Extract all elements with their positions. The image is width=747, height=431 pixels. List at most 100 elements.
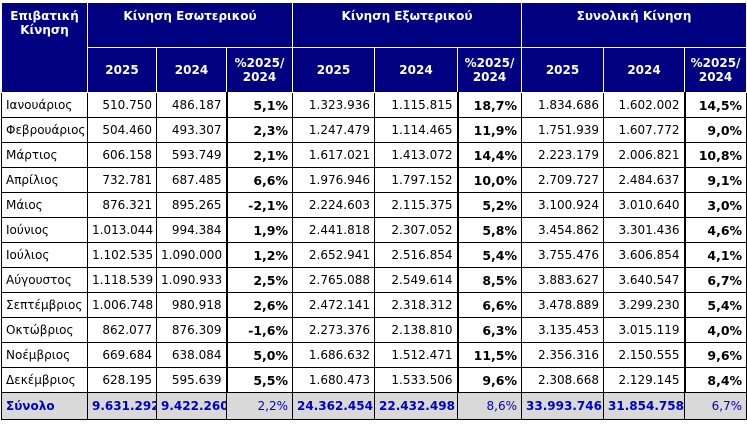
cell-domestic-2025: 1.118.539 (87, 267, 157, 293)
cell-total-2024: 3.015.119 (603, 317, 686, 343)
pct-label-line-1: %2025/ (234, 56, 285, 70)
cell-international-2025: 1.617.021 (292, 142, 375, 168)
table-row: Ιανουάριος 510.750 486.187 5,1% 1.323.936 1.1… (1, 92, 747, 118)
cell-total-pct: 6,7% (683, 267, 747, 293)
cell-total-2024: 1.602.002 (603, 92, 686, 118)
cell-total-2024: 3.606.854 (603, 242, 686, 268)
cell-total-2024: 3.640.547 (603, 267, 686, 293)
cell-international-pct: 18,7% (456, 92, 523, 118)
cell-total-pct: 9,0% (683, 117, 747, 143)
cell-total-2025: 3.454.862 (521, 217, 605, 243)
subheader-total-2025: 2025 (521, 47, 605, 93)
cell-total-2024: 2.006.821 (603, 142, 686, 168)
cell-international-2024: 2.138.810 (374, 317, 458, 343)
cell-international-2025: 24.362.454 (292, 392, 375, 420)
cell-international-2024: 22.432.498 (374, 392, 458, 420)
cell-domestic-pct: 5,1% (225, 92, 293, 118)
cell-domestic-pct: 2,5% (225, 267, 293, 293)
cell-domestic-pct: 1,2% (225, 242, 293, 268)
cell-total-pct: 9,6% (683, 342, 747, 368)
table-row: Σεπτέμβριος 1.006.748 980.918 2,6% 2.472.141… (1, 292, 747, 318)
cell-domestic-2024: 638.084 (156, 342, 227, 368)
cell-total-2025: 2.709.727 (521, 167, 605, 193)
cell-international-2024: 2.516.854 (374, 242, 458, 268)
cell-international-2025: 1.680.473 (292, 367, 375, 393)
cell-domestic-2025: 606.158 (87, 142, 157, 168)
cell-month: Νοέμβριος (1, 342, 88, 368)
cell-domestic-2024: 895.265 (156, 192, 227, 218)
cell-international-2024: 1.797.152 (374, 167, 458, 193)
cell-international-pct: 11,5% (456, 342, 523, 368)
pct-label-line-2: 2024 (472, 70, 507, 84)
cell-international-2024: 1.114.465 (374, 117, 458, 143)
cell-total-2025: 3.135.453 (521, 317, 605, 343)
cell-international-2025: 2.224.603 (292, 192, 375, 218)
cell-total-2024: 2.484.637 (603, 167, 686, 193)
cell-international-pct: 6,3% (456, 317, 523, 343)
cell-total-2024: 31.854.758 (603, 392, 686, 420)
corner-line-2: Κίνηση (20, 23, 69, 37)
table-row: Ιούλιος 1.102.535 1.090.000 1,2% 2.652.941 2.… (1, 242, 747, 268)
cell-domestic-2025: 862.077 (87, 317, 157, 343)
passenger-traffic-table: Επιβατική Κίνηση Κίνηση Εσωτερικού Κίνησ… (1, 2, 747, 420)
cell-month: Σύνολο (1, 392, 88, 420)
table-row: Μάρτιος 606.158 593.749 2,1% 1.617.021 1.413.… (1, 142, 747, 168)
cell-international-2025: 1.323.936 (292, 92, 375, 118)
cell-international-pct: 5,4% (456, 242, 523, 268)
cell-international-pct: 5,8% (456, 217, 523, 243)
cell-domestic-pct: 1,9% (225, 217, 293, 243)
cell-total-pct: 4,6% (683, 217, 747, 243)
cell-month: Αύγουστος (1, 267, 88, 293)
table-row: Δεκέμβριος 628.195 595.639 5,5% 1.680.473 1.5… (1, 367, 747, 393)
cell-domestic-2024: 994.384 (156, 217, 227, 243)
cell-international-2025: 2.765.088 (292, 267, 375, 293)
corner-header: Επιβατική Κίνηση (1, 2, 88, 93)
cell-domestic-2024: 486.187 (156, 92, 227, 118)
cell-domestic-2024: 593.749 (156, 142, 227, 168)
group-header-international: Κίνηση Εξωτερικού (291, 2, 523, 48)
cell-domestic-2024: 687.485 (156, 167, 227, 193)
cell-total-2025: 3.755.476 (521, 242, 605, 268)
cell-domestic-2025: 1.006.748 (87, 292, 157, 318)
cell-domestic-2024: 876.309 (156, 317, 227, 343)
table-row: Ιούνιος 1.013.044 994.384 1,9% 2.441.818 2.30… (1, 217, 747, 243)
cell-domestic-2025: 510.750 (87, 92, 157, 118)
cell-total-2024: 1.607.772 (603, 117, 686, 143)
cell-total-2024: 3.010.640 (603, 192, 686, 218)
cell-domestic-2024: 493.307 (156, 117, 227, 143)
table-header: Επιβατική Κίνηση Κίνηση Εσωτερικού Κίνησ… (1, 2, 747, 93)
group-header-total: Συνολική Κίνηση (521, 2, 747, 48)
cell-month: Οκτώβριος (1, 317, 88, 343)
cell-total-pct: 8,4% (683, 367, 747, 393)
subheader-international-pct: %2025/2024 (456, 47, 523, 93)
cell-month: Δεκέμβριος (1, 367, 88, 393)
cell-total-2025: 3.100.924 (521, 192, 605, 218)
cell-total-2025: 1.751.939 (521, 117, 605, 143)
cell-total-2024: 2.150.555 (603, 342, 686, 368)
subheader-international-2025: 2025 (292, 47, 375, 93)
group-header-domestic: Κίνηση Εσωτερικού (87, 2, 293, 48)
cell-international-pct: 5,2% (456, 192, 523, 218)
pct-label-line-2: 2024 (242, 70, 277, 84)
cell-total-2025: 3.883.627 (521, 267, 605, 293)
cell-international-2024: 2.115.375 (374, 192, 458, 218)
cell-total-pct: 4,0% (683, 317, 747, 343)
cell-total-2025: 3.478.889 (521, 292, 605, 318)
cell-month: Μάιος (1, 192, 88, 218)
cell-domestic-2025: 9.631.292 (87, 392, 157, 420)
cell-domestic-pct: 6,6% (225, 167, 293, 193)
cell-domestic-2025: 669.684 (87, 342, 157, 368)
cell-total-2025: 2.356.316 (521, 342, 605, 368)
subheader-total-pct: %2025/2024 (684, 47, 747, 93)
cell-total-pct: 9,1% (683, 167, 747, 193)
cell-international-2024: 2.549.614 (374, 267, 458, 293)
cell-international-pct: 9,6% (456, 367, 523, 393)
cell-domestic-pct: 5,0% (225, 342, 293, 368)
cell-international-2025: 1.686.632 (292, 342, 375, 368)
cell-total-pct: 6,7% (684, 392, 747, 420)
cell-month: Μάρτιος (1, 142, 88, 168)
cell-international-pct: 8,5% (456, 267, 523, 293)
corner-line-1: Επιβατική (10, 9, 79, 23)
cell-international-2024: 1.512.471 (374, 342, 458, 368)
cell-domestic-pct: 2,3% (225, 117, 293, 143)
